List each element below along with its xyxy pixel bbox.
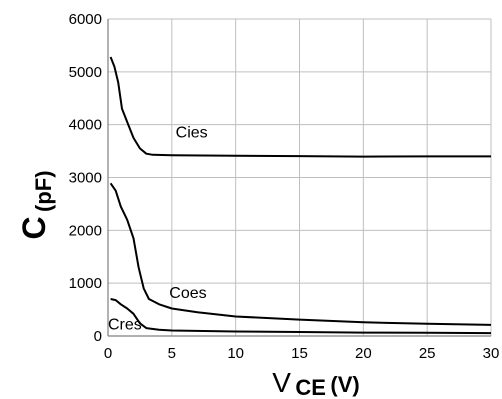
y-tick-label: 1000 [69, 275, 102, 292]
x-tick-label: 5 [168, 345, 176, 362]
y-tick-label: 5000 [69, 64, 102, 81]
curve-label-coes: Coes [169, 285, 206, 302]
y-tick-label: 4000 [69, 117, 102, 134]
axes [107, 19, 491, 337]
y-tick-label: 0 [94, 328, 102, 345]
series [109, 56, 492, 335]
x-axis-title-main: V [272, 367, 291, 398]
y-axis-title: C (pF) [16, 170, 56, 239]
curve-label-cres: Cres [108, 317, 142, 334]
y-axis-title-sub: (pF) [31, 170, 56, 212]
x-tick-label: 15 [291, 345, 308, 362]
y-axis-title-main: C [16, 216, 52, 239]
x-tick-label: 25 [419, 345, 436, 362]
x-tick-labels: 0 5 10 15 20 25 30 [104, 345, 500, 362]
y-tick-labels: 0 1000 2000 3000 4000 5000 6000 [69, 11, 102, 345]
y-tick-label: 2000 [69, 222, 102, 239]
series-line-cres [110, 298, 492, 335]
series-line-cies [109, 56, 491, 158]
curve-label-cies: Cies [176, 124, 208, 141]
curve-labels: Cies Coes Cres [108, 124, 208, 333]
x-tick-label: 20 [355, 345, 372, 362]
grid [107, 18, 492, 337]
x-tick-label: 10 [227, 345, 244, 362]
series-line-coes [109, 182, 492, 326]
x-axis-title: V CE (V) [272, 367, 359, 399]
y-tick-label: 6000 [69, 11, 102, 28]
x-tick-label: 30 [483, 345, 500, 362]
x-tick-label: 0 [104, 345, 112, 362]
y-tick-label: 3000 [69, 170, 102, 187]
x-axis-title-tail: (V) [330, 372, 359, 397]
x-axis-title-sub: CE [295, 375, 326, 399]
